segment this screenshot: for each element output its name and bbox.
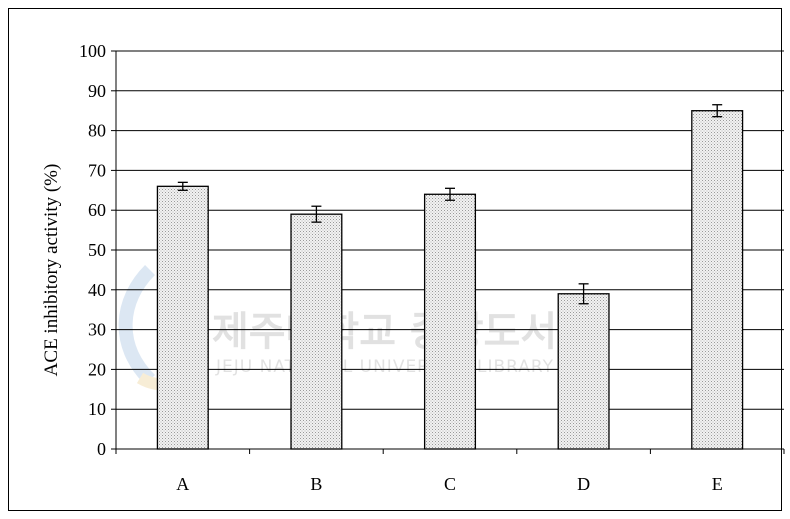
bar-E <box>691 110 744 450</box>
error-bar-D <box>578 283 589 305</box>
y-tick-label: 100 <box>79 41 106 61</box>
bar-B <box>290 213 343 450</box>
y-tick-label: 60 <box>88 200 106 220</box>
chart-frame <box>8 8 782 511</box>
y-tick-label: 20 <box>88 359 106 379</box>
y-tick-label: 0 <box>97 439 106 459</box>
error-bar-B <box>311 205 322 223</box>
error-bar-E <box>712 104 723 118</box>
x-tick-label: E <box>712 474 723 494</box>
y-tick-label: 10 <box>88 399 106 419</box>
y-tick-label: 90 <box>88 81 106 101</box>
y-axis-title: ACE inhibitory activity (%) <box>41 164 62 377</box>
y-tick-label: 30 <box>88 320 106 340</box>
x-tick-label: A <box>176 474 189 494</box>
bars <box>156 104 744 450</box>
x-tick-labels: A B C D E <box>176 474 722 494</box>
axes <box>111 50 785 454</box>
bar-C <box>423 193 477 450</box>
y-tick-label: 50 <box>88 240 106 260</box>
bar-A <box>156 185 209 450</box>
x-tick-label: D <box>577 474 590 494</box>
error-bar-C <box>445 187 455 201</box>
y-tick-label: 70 <box>88 160 106 180</box>
watermark-english: JEJU NATIONAL UNIVERSITY LIBRARY <box>215 357 554 377</box>
x-tick-label: B <box>310 474 322 494</box>
x-tick-label: C <box>444 474 456 494</box>
error-bar-A <box>177 181 188 191</box>
y-tick-label: 40 <box>88 280 106 300</box>
y-tick-labels: 0 10 20 30 40 50 60 70 80 90 100 <box>79 41 106 459</box>
watermark-korean: 제주대학교 중앙도서관 <box>212 309 594 355</box>
y-tick-label: 80 <box>88 121 106 141</box>
bar-D <box>557 293 610 450</box>
